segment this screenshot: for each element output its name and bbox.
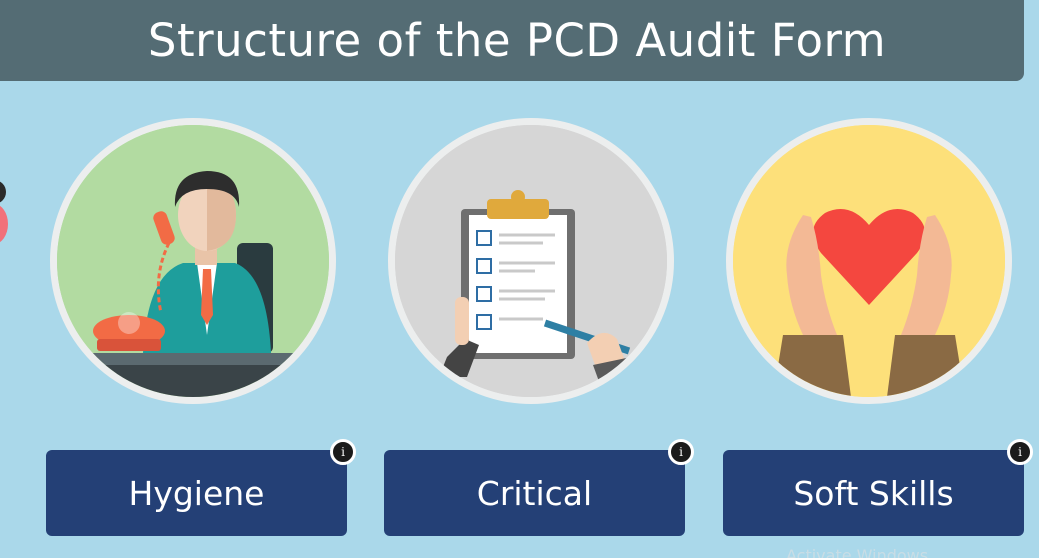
info-icon[interactable]: i (1007, 439, 1033, 465)
hygiene-label: Hygiene (128, 473, 265, 513)
critical-label: Critical (476, 473, 593, 513)
info-icon[interactable]: i (330, 439, 356, 465)
soft-skills-button[interactable]: Soft Skills i (723, 439, 1033, 536)
info-icon[interactable]: i (668, 439, 694, 465)
hygiene-button[interactable]: Hygiene i (46, 439, 356, 536)
activate-windows-watermark: Activate Windows (786, 546, 929, 558)
phone-call-businessman-icon (57, 125, 329, 397)
soft-skills-label: Soft Skills (793, 473, 954, 513)
hygiene-illustration (50, 118, 336, 404)
critical-button[interactable]: Critical i (384, 439, 694, 536)
heart-hands-icon (733, 125, 1005, 397)
title-bar: Structure of the PCD Audit Form (0, 0, 1024, 81)
page-title: Structure of the PCD Audit Form (147, 14, 887, 67)
clipboard-checklist-icon (395, 125, 667, 397)
soft-skills-illustration (726, 118, 1012, 404)
critical-illustration (388, 118, 674, 404)
partial-avatar-icon (0, 181, 8, 243)
